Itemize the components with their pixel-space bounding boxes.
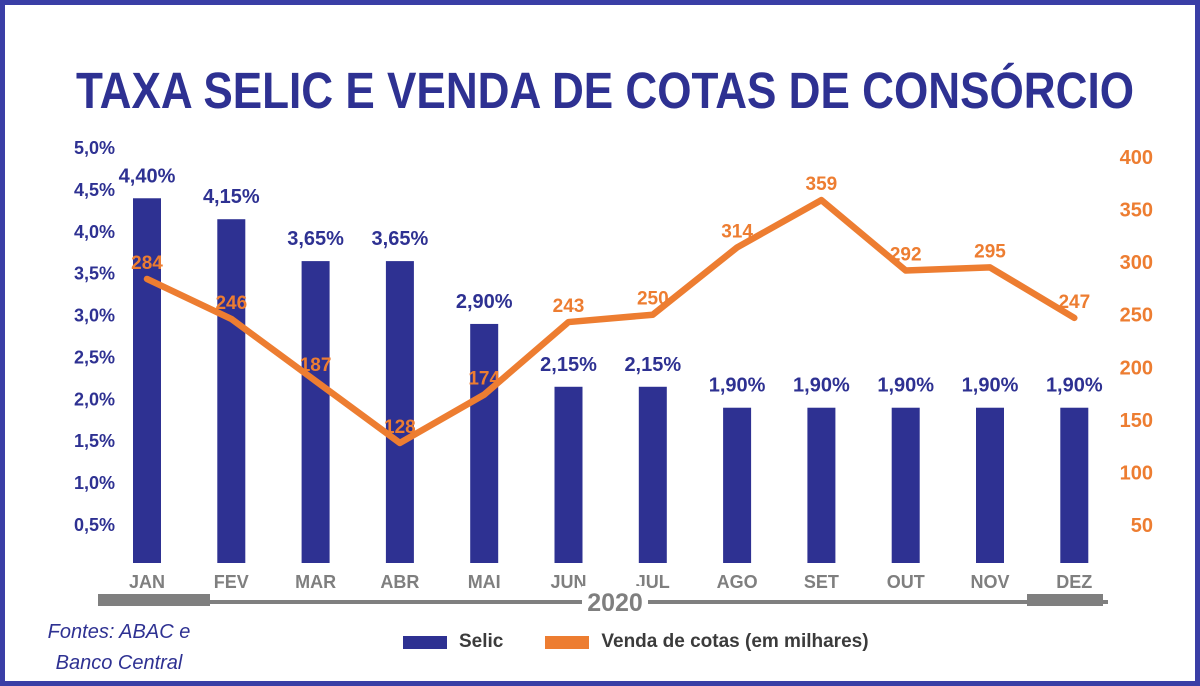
right-axis-tick: 400 [1120,147,1153,169]
left-axis-tick: 0,5% [74,515,115,535]
venda-line [143,196,1078,447]
month-label-AGO: AGO [717,572,758,592]
right-axis-tick: 300 [1120,252,1153,274]
selic-bar-JAN [133,198,161,563]
year-axis-bracket: 2020 [98,586,1108,617]
venda-value-label: 295 [974,241,1006,262]
selic-value-label: 2,15% [540,354,597,376]
source-note-line-2: Banco Central [55,652,183,674]
venda-value-label: 359 [806,174,838,195]
selic-value-label: 1,90% [709,375,766,397]
venda-value-label: 243 [553,296,585,317]
selic-legend-label: Selic [459,631,504,652]
venda-value-label: 128 [384,417,416,438]
selic-bar-ABR [385,261,414,563]
selic-value-label: 1,90% [1046,375,1103,397]
chart-title: TAXA SELIC E VENDA DE COTAS DE CONSÓRCIO [76,62,1134,119]
selic-value-label: 3,65% [372,228,429,250]
source-note: Fontes: ABAC e Banco Central [29,617,209,679]
chart-canvas: TAXA SELIC E VENDA DE COTAS DE CONSÓRCIO… [74,62,1153,617]
selic-value-label: 4,15% [203,186,260,208]
left-axis-tick: 2,0% [74,389,115,409]
selic-bar-MAR [301,261,330,563]
venda-value-label: 314 [721,221,753,242]
month-label-MAR: MAR [295,572,336,592]
month-label-DEZ: DEZ [1056,572,1092,592]
venda-line-path [143,196,1078,447]
month-label-OUT: OUT [887,572,925,592]
left-axis-tick: 2,5% [74,347,115,367]
venda-value-label: 250 [637,289,669,310]
selic-value-label: 3,65% [287,228,344,250]
selic-bar-JUN [554,386,583,563]
legend: Selic Venda de cotas (em milhares) [403,631,869,653]
month-label-NOV: NOV [970,572,1009,592]
right-axis-tick: 150 [1120,410,1153,432]
selic-bar-OUT [891,407,920,563]
year-label: 2020 [587,589,643,617]
month-label-SET: SET [804,572,839,592]
selic-value-label: 2,90% [456,291,513,313]
selic-bar-FEV [217,219,246,563]
right-axis-tick: 200 [1120,357,1153,379]
left-axis-tick: 3,5% [74,264,115,284]
selic-value-label: 1,90% [793,375,850,397]
selic-bar-labels: 4,40% 4,15% 3,65% 3,65% 2,90% 2,15% 2,15% 1,90%… [119,165,1103,396]
month-label-JUN: JUN [550,572,586,592]
right-axis-tick: 50 [1131,515,1153,537]
month-labels: JAN FEV MAR ABR MAI JUN JUL AGO SET OUT NOV DEZ [129,572,1092,592]
selic-value-label: 1,90% [962,375,1019,397]
selic-value-label: 2,15% [624,354,681,376]
selic-bar-DEZ [1060,407,1089,563]
month-label-MAI: MAI [468,572,501,592]
month-label-FEV: FEV [214,572,249,592]
venda-value-label: 284 [131,253,163,274]
year-label-backing [582,586,648,616]
left-axis-tick: 1,0% [74,473,115,493]
selic-bar-MAI [470,323,499,563]
selic-bars [133,198,1089,563]
month-label-JAN: JAN [129,572,165,592]
left-axis-tick: 4,5% [74,180,115,200]
venda-value-label: 247 [1058,292,1090,313]
month-label-ABR: ABR [380,572,419,592]
right-axis-tick: 100 [1120,462,1153,484]
selic-value-label: 1,90% [877,375,934,397]
left-axis-tick: 1,5% [74,431,115,451]
venda-value-label: 187 [300,355,332,376]
left-axis-tick: 5,0% [74,138,115,158]
left-axis-tick: 3,0% [74,306,115,326]
venda-legend-swatch [545,635,590,649]
venda-legend-label: Venda de cotas (em milhares) [601,631,869,652]
selic-bar-NOV [976,407,1004,563]
year-axis-cap-right [1027,594,1103,606]
selic-bar-SET [807,407,836,563]
venda-line-labels: 284 246 187 128 174 243 250 314 359 292 295 247 [131,174,1090,438]
left-axis-tick: 4,0% [74,222,115,242]
venda-value-label: 246 [215,293,247,314]
venda-value-label: 292 [890,245,922,266]
selic-legend-swatch [403,635,447,649]
year-axis-cap-left [98,594,210,606]
venda-value-label: 174 [468,369,500,390]
source-note-line-1: Fontes: ABAC e [47,621,191,643]
selic-value-label: 4,40% [119,165,176,187]
selic-bar-AGO [723,407,752,563]
left-axis-ticks: 5,0% 4,5% 4,0% 3,5% 3,0% 2,5% 2,0% 1,5% 1,0% 0,5% [74,138,115,535]
right-axis-ticks: 400 350 300 250 200 150 100 50 [1120,147,1153,537]
right-axis-tick: 350 [1120,200,1153,222]
right-axis-tick: 250 [1120,305,1153,327]
selic-bar-JUL [638,386,667,563]
